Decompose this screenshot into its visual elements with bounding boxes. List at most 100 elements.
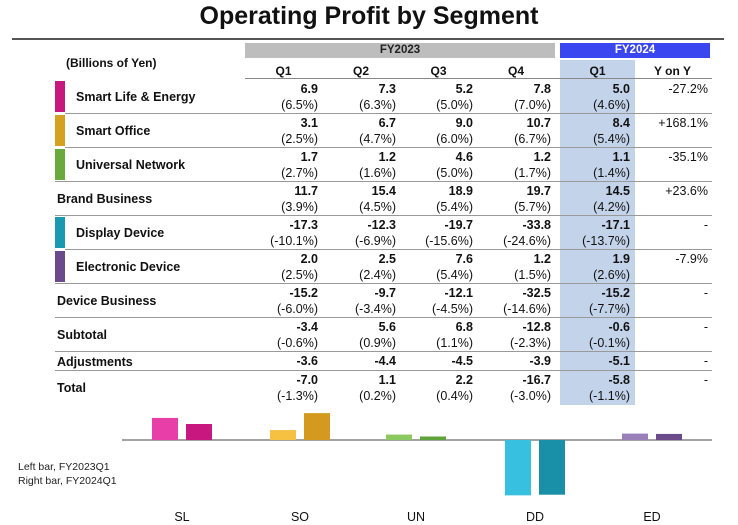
- yoy: +168.1%: [658, 116, 708, 130]
- title: Operating Profit by Segment: [199, 2, 539, 30]
- value: 7.6: [455, 252, 473, 266]
- value: 3.1: [300, 116, 318, 130]
- yoy: -: [703, 354, 708, 368]
- value: 11.7: [294, 184, 318, 198]
- value: 1.2: [533, 252, 551, 266]
- margin: (6.0%): [436, 132, 473, 146]
- segment-color: [55, 217, 65, 248]
- column-header: Q4: [507, 64, 524, 78]
- value: -3.9: [529, 354, 551, 368]
- value: 9.0: [455, 116, 473, 130]
- value: -5.1: [608, 354, 630, 368]
- margin: (1.5%): [514, 268, 551, 282]
- row-label: Display Device: [76, 226, 165, 240]
- yoy: -35.1%: [668, 150, 708, 164]
- bar: [386, 434, 412, 440]
- category-label: SL: [174, 510, 189, 524]
- value: 4.6: [455, 150, 473, 164]
- margin: (3.9%): [281, 200, 318, 214]
- row-label: Device Business: [57, 294, 157, 308]
- margin: (0.2%): [359, 389, 396, 403]
- column-header: Q2: [352, 64, 369, 78]
- category-label: DD: [526, 510, 544, 524]
- fy2023-header: [245, 43, 555, 58]
- margin: (2.5%): [281, 132, 318, 146]
- margin: (-6.9%): [355, 234, 396, 248]
- row-rule: [65, 113, 712, 114]
- value: -32.5: [522, 286, 552, 300]
- value: 6.8: [455, 320, 473, 334]
- value: 5.2: [455, 82, 473, 96]
- column-header: Q1: [275, 64, 292, 78]
- value: -17.1: [601, 218, 631, 232]
- margin: (-15.6%): [425, 234, 473, 248]
- margin: (-0.6%): [277, 336, 318, 350]
- value: -12.1: [444, 286, 474, 300]
- row-rule: [55, 370, 712, 371]
- value: 7.3: [378, 82, 396, 96]
- margin: (6.3%): [359, 98, 396, 112]
- value: 1.1: [378, 373, 396, 387]
- row-rule: [65, 147, 712, 148]
- yoy: -27.2%: [668, 82, 708, 96]
- margin: (1.6%): [359, 166, 396, 180]
- value: -3.4: [296, 320, 318, 334]
- value: 1.2: [533, 150, 551, 164]
- category-label: ED: [643, 510, 660, 524]
- value: -33.8: [522, 218, 552, 232]
- value: -15.2: [601, 286, 631, 300]
- margin: (-14.6%): [503, 302, 551, 316]
- title-rule: [12, 38, 724, 40]
- value: -4.4: [374, 354, 396, 368]
- margin: (1.7%): [514, 166, 551, 180]
- margin: (-7.7%): [589, 302, 630, 316]
- value: -0.6: [608, 320, 630, 334]
- bar: [304, 413, 330, 440]
- value: -17.3: [289, 218, 319, 232]
- value: -12.3: [367, 218, 397, 232]
- row-label: Smart Life & Energy: [76, 90, 196, 104]
- row-label: Subtotal: [57, 328, 107, 342]
- value: -7.0: [296, 373, 318, 387]
- unit-label: (Billions of Yen): [66, 56, 157, 70]
- yoy: -: [703, 218, 708, 232]
- yoy: -: [703, 320, 708, 334]
- row-label: Electronic Device: [76, 260, 181, 274]
- value: 14.5: [605, 184, 630, 198]
- column-header: Q3: [430, 64, 447, 78]
- segment-color: [55, 81, 65, 112]
- value: 1.2: [378, 150, 396, 164]
- yoy: -: [703, 373, 708, 387]
- margin: (5.0%): [436, 166, 473, 180]
- value: 6.9: [300, 82, 318, 96]
- margin: (4.7%): [359, 132, 396, 146]
- bar: [656, 433, 682, 440]
- row-rule: [55, 283, 712, 284]
- margin: (5.4%): [436, 200, 473, 214]
- margin: (1.1%): [436, 336, 473, 350]
- fy2024-label: FY2024: [614, 44, 656, 56]
- category-label: UN: [407, 510, 425, 524]
- value: -3.6: [296, 354, 318, 368]
- margin: (2.4%): [359, 268, 396, 282]
- margin: (-2.3%): [510, 336, 551, 350]
- margin: (5.4%): [436, 268, 473, 282]
- yoy: +23.6%: [665, 184, 708, 198]
- bar: [186, 424, 212, 440]
- column-header: Q1: [589, 64, 606, 78]
- margin: (-3.4%): [355, 302, 396, 316]
- value: 2.2: [455, 373, 473, 387]
- segment-color: [55, 251, 65, 282]
- value: -19.7: [444, 218, 474, 232]
- margin: (4.6%): [593, 98, 630, 112]
- margin: (2.7%): [281, 166, 318, 180]
- row-rule: [65, 249, 712, 250]
- value: 5.0: [612, 82, 630, 96]
- value: 7.8: [533, 82, 551, 96]
- value: 1.7: [300, 150, 318, 164]
- margin: (-10.1%): [270, 234, 318, 248]
- row-label: Universal Network: [76, 158, 186, 172]
- row-rule: [55, 351, 712, 352]
- row-rule: [55, 181, 712, 182]
